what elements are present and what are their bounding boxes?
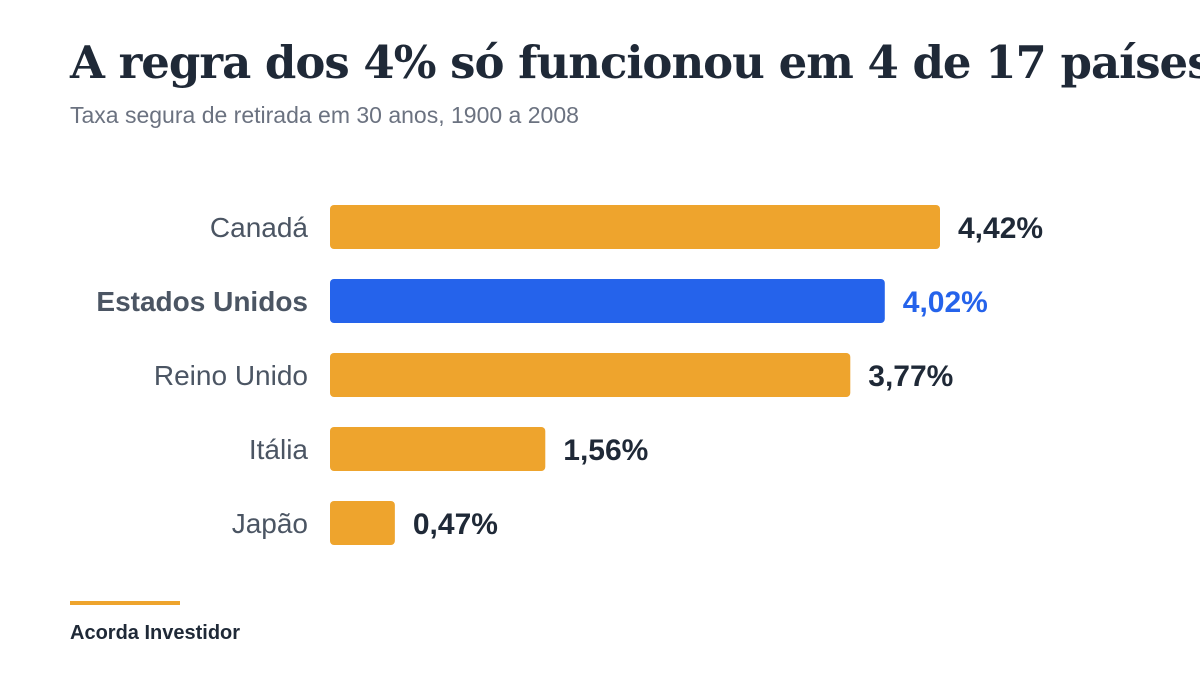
category-label: Japão <box>232 508 308 539</box>
category-label: Estados Unidos <box>96 286 308 317</box>
accent-line <box>70 601 180 605</box>
category-label: Reino Unido <box>154 360 308 391</box>
value-label: 0,47% <box>413 508 498 541</box>
chart-subtitle: Taxa segura de retirada em 30 anos, 1900… <box>70 102 579 128</box>
bar <box>330 279 885 323</box>
bar <box>330 427 546 471</box>
bar <box>330 205 940 249</box>
source-label: Acorda Investidor <box>70 622 241 644</box>
value-label: 3,77% <box>868 360 953 393</box>
category-label: Itália <box>249 434 309 465</box>
value-label: 1,56% <box>563 434 648 467</box>
chart-title: A regra dos 4% só funcionou em 4 de 17 p… <box>70 36 1200 89</box>
value-label: 4,42% <box>958 212 1043 245</box>
value-label: 4,02% <box>903 286 988 319</box>
bar <box>330 501 395 545</box>
bar-chart: Canadá 4,42% Estados Unidos 4,02% Reino Unid… <box>96 205 1043 545</box>
category-label: Canadá <box>210 212 309 243</box>
bar <box>330 353 851 397</box>
